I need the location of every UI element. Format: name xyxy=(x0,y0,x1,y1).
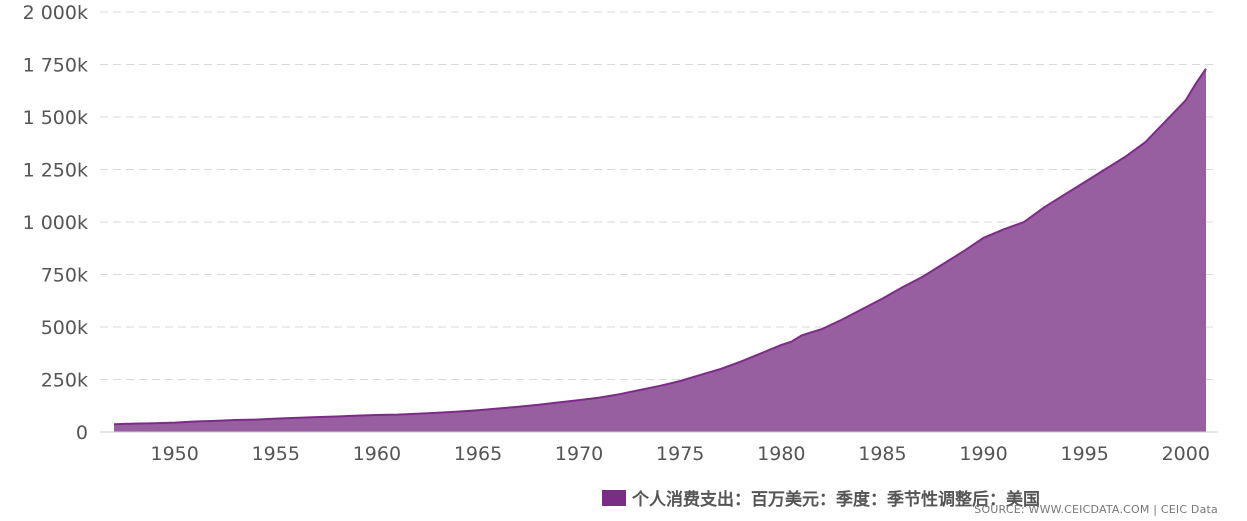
series-line[interactable] xyxy=(113,68,1207,426)
x-tick-label: 1980 xyxy=(757,443,805,465)
legend[interactable]: 个人消费支出：百万美元：季度：季节性调整后：美国 xyxy=(602,485,1040,510)
x-tick-label: 1955 xyxy=(252,443,300,465)
y-tick-label: 500k xyxy=(41,317,88,339)
source-credit: SOURCE: WWW.CEICDATA.COM | CEIC Data xyxy=(974,503,1218,516)
x-tick-label: 1960 xyxy=(353,443,401,465)
y-tick-label: 1 750k xyxy=(23,55,88,77)
y-tick-label: 1 250k xyxy=(23,160,88,182)
y-tick-label: 0 xyxy=(76,422,88,444)
legend-label[interactable]: 个人消费支出：百万美元：季度：季节性调整后：美国 xyxy=(632,490,1040,510)
y-tick-label: 1 000k xyxy=(23,212,88,234)
x-tick-label: 1995 xyxy=(1060,443,1108,465)
y-tick-label: 1 500k xyxy=(23,107,88,129)
legend-swatch xyxy=(602,489,626,506)
y-tick-label: 250k xyxy=(41,370,88,392)
x-tick-label: 1965 xyxy=(454,443,502,465)
x-tick-label: 2000 xyxy=(1162,443,1210,465)
x-tick-label: 1970 xyxy=(555,443,603,465)
x-tick-label: 1950 xyxy=(150,443,198,465)
y-tick-label: 2 000k xyxy=(23,2,88,24)
x-tick-label: 1975 xyxy=(656,443,704,465)
x-tick-label: 1985 xyxy=(858,443,906,465)
y-tick-label: 750k xyxy=(41,265,88,287)
x-axis-tick-labels: 1950 1955 1960 1965 1970 1975 1980 1985 1990 1995… xyxy=(150,443,1209,465)
gridlines xyxy=(100,11,1218,380)
y-axis-tick-labels: 0 250k 500k 750k 1 000k 1 250k 1 500k 1 750k 2 0… xyxy=(23,2,88,444)
x-tick-label: 1990 xyxy=(959,443,1007,465)
series-layer xyxy=(113,68,1207,432)
series-area[interactable] xyxy=(114,68,1206,432)
